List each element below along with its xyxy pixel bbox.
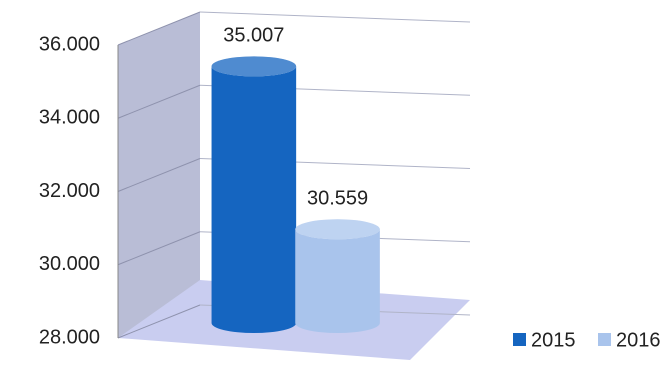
- grid-line: [117, 231, 201, 266]
- value-label: 35.007: [223, 25, 284, 47]
- legend-swatch: [598, 333, 611, 346]
- grid-line: [117, 11, 201, 46]
- y-tick-label: 30.000: [39, 253, 100, 275]
- grid-line: [117, 304, 201, 339]
- legend-swatch: [513, 333, 526, 346]
- y-tick-label: 34.000: [39, 107, 100, 129]
- value-label: 30.559: [307, 188, 368, 210]
- y-tick-label: 32.000: [39, 180, 100, 202]
- cylinder-top: [211, 56, 297, 77]
- y-tick-label: 28.000: [39, 326, 100, 348]
- y-tick-label: 36.000: [39, 33, 100, 55]
- cylinder-body: [211, 66, 297, 333]
- grid-line: [117, 84, 201, 119]
- cylinder-top-shade: [211, 56, 297, 77]
- legend-label: 2015: [531, 329, 576, 351]
- cylinder-top: [295, 219, 380, 240]
- cylinder-top-shade: [295, 219, 380, 240]
- cylinder-body: [295, 229, 380, 334]
- legend-label: 2016: [616, 329, 661, 351]
- grid-line: [199, 11, 471, 23]
- grid-line: [117, 158, 201, 192]
